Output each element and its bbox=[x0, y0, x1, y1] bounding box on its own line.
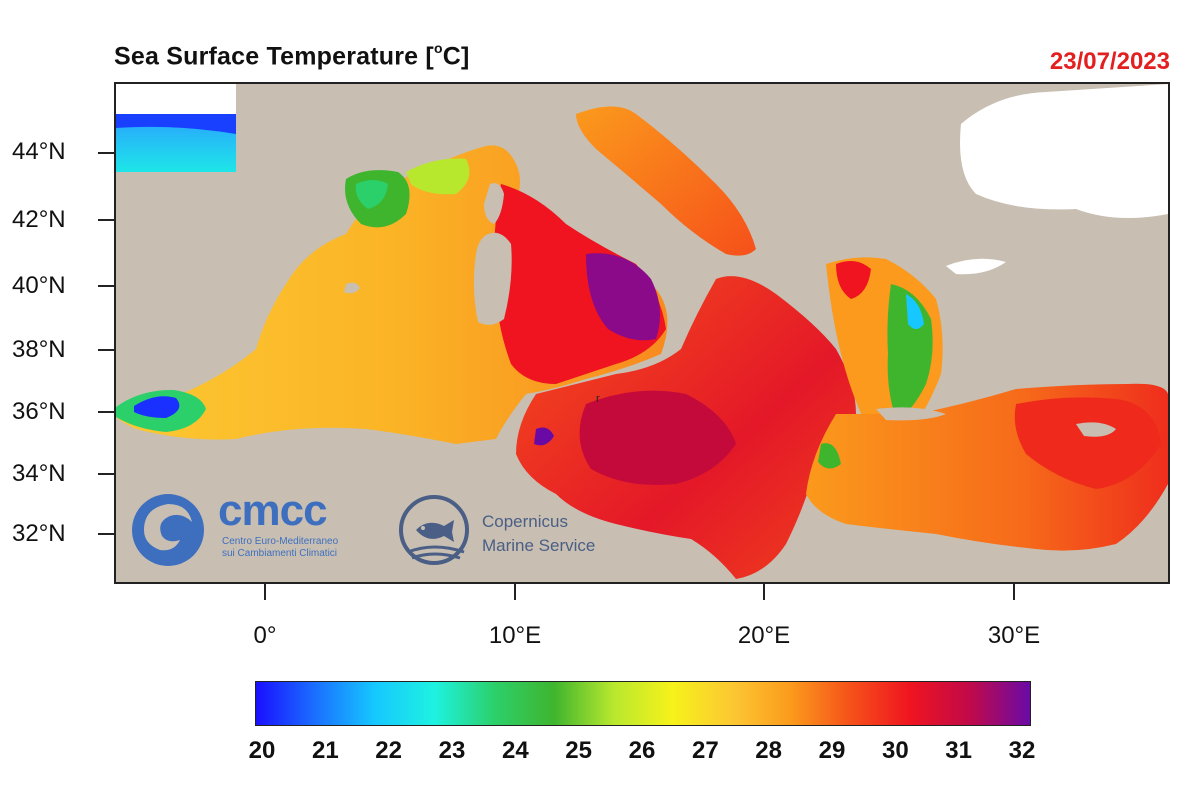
levant-hot bbox=[1014, 397, 1161, 489]
cmcc-subtitle: Centro Euro-Mediterraneo sui Cambiamenti… bbox=[222, 536, 338, 560]
colorbar-label-26: 26 bbox=[628, 737, 656, 764]
lat-label-44: 44°N bbox=[12, 138, 66, 165]
copernicus-line2: Marine Service bbox=[482, 536, 596, 555]
lat-tick-38 bbox=[98, 349, 114, 351]
cmcc-subtitle-line2: sui Cambiamenti Climatici bbox=[222, 548, 338, 559]
balearic bbox=[344, 282, 360, 294]
copernicus-logo: Copernicus Marine Service bbox=[398, 494, 628, 570]
colorbar-label-27: 27 bbox=[691, 737, 719, 764]
lat-tick-32 bbox=[98, 533, 114, 535]
colorbar-label-30: 30 bbox=[881, 737, 909, 764]
lat-label-36: 36°N bbox=[12, 398, 66, 425]
no-data-marmara bbox=[946, 258, 1006, 275]
fish-icon bbox=[399, 495, 469, 565]
colorbar-label-32: 32 bbox=[1008, 737, 1036, 764]
title-text: Sea Surface Temperature [ bbox=[114, 42, 434, 71]
cmcc-wave-icon bbox=[132, 494, 204, 566]
lat-tick-34 bbox=[98, 473, 114, 475]
lat-label-32: 32°N bbox=[12, 520, 66, 547]
degree-symbol: o bbox=[433, 40, 443, 56]
lon-tick-10e bbox=[514, 584, 516, 600]
central-hot bbox=[579, 390, 736, 485]
lon-label-30e: 30°E bbox=[987, 622, 1041, 649]
copernicus-line1: Copernicus bbox=[482, 512, 568, 531]
lon-label-20e: 20°E bbox=[737, 622, 791, 649]
cmcc-wordmark: cmcc bbox=[218, 486, 328, 535]
libyan-green-spot bbox=[818, 443, 841, 469]
alboran-cold bbox=[134, 396, 180, 418]
date-label: 23/07/2023 bbox=[1049, 48, 1170, 75]
sst-map bbox=[114, 82, 1170, 584]
cmcc-logo: cmcc Centro Euro-Mediterraneo sui Cambia… bbox=[130, 486, 370, 568]
lat-tick-40 bbox=[98, 285, 114, 287]
colorbar-label-20: 20 bbox=[248, 737, 276, 764]
colorbar-label-21: 21 bbox=[311, 737, 339, 764]
gabes-hot bbox=[534, 427, 554, 446]
gulf-lion-core bbox=[355, 180, 388, 209]
corsica bbox=[484, 183, 504, 224]
lat-tick-42 bbox=[98, 219, 114, 221]
lat-tick-36 bbox=[98, 411, 114, 413]
copernicus-text: Copernicus Marine Service bbox=[482, 510, 595, 558]
no-data-ne bbox=[960, 84, 1168, 218]
colorbar-label-23: 23 bbox=[438, 737, 466, 764]
colorbar-label-22: 22 bbox=[375, 737, 402, 764]
lat-label-42: 42°N bbox=[12, 206, 66, 233]
biscay-cold-strip bbox=[116, 114, 236, 134]
colorbar-label-29: 29 bbox=[818, 737, 846, 764]
lon-tick-30e bbox=[1013, 584, 1015, 600]
lat-tick-44 bbox=[98, 152, 114, 154]
lat-label-38: 38°N bbox=[12, 336, 66, 363]
no-data-nw bbox=[116, 84, 236, 114]
cmcc-subtitle-line1: Centro Euro-Mediterraneo bbox=[222, 536, 339, 547]
cyprus bbox=[1076, 422, 1116, 437]
north-aegean-hot bbox=[836, 260, 871, 299]
adriatic bbox=[576, 106, 756, 256]
colorbar-label-25: 25 bbox=[565, 737, 592, 764]
lon-tick-0 bbox=[264, 584, 266, 600]
sardinia bbox=[473, 232, 512, 325]
lon-label-0: 0° bbox=[253, 622, 277, 649]
title-unit: C] bbox=[442, 42, 470, 71]
colorbar-label-28: 28 bbox=[755, 737, 782, 764]
map-title: Sea Surface Temperature [oC] bbox=[114, 40, 470, 71]
map-canvas bbox=[116, 84, 1168, 579]
stray-character: r bbox=[596, 393, 600, 405]
colorbar-label-24: 24 bbox=[501, 737, 529, 764]
tyrrhenian-hot bbox=[586, 253, 660, 341]
lon-label-10e: 10°E bbox=[488, 622, 542, 649]
ligurian-yellow bbox=[406, 158, 470, 195]
lat-label-34: 34°N bbox=[12, 460, 66, 487]
colorbar-label-31: 31 bbox=[945, 737, 972, 764]
aegean-cold bbox=[906, 294, 924, 329]
lon-tick-20e bbox=[763, 584, 765, 600]
lat-label-40: 40°N bbox=[12, 272, 66, 299]
crete bbox=[876, 407, 946, 421]
temperature-colorbar bbox=[255, 681, 1031, 726]
